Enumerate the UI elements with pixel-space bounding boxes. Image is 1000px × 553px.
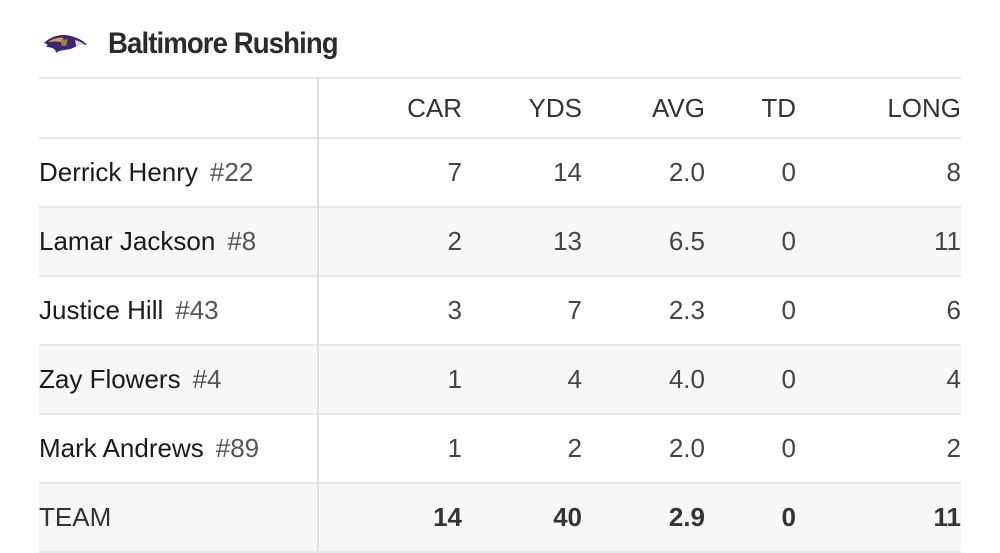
- table-row: Mark Andrews #89 1 2 2.0 0 2: [39, 413, 961, 483]
- player-number: #4: [192, 364, 222, 394]
- stat-cell-avg: 2.0: [582, 413, 705, 483]
- stat-cell-td: 0: [705, 137, 796, 207]
- stat-cell-long: 11: [796, 206, 961, 276]
- stat-cell-yds: 14: [462, 137, 582, 207]
- player-cell: Derrick Henry #22: [39, 137, 319, 207]
- stat-cell-yds: 13: [462, 206, 582, 276]
- player-number: #43: [175, 295, 219, 325]
- column-header-long[interactable]: LONG: [796, 77, 961, 138]
- stat-cell-car: 3: [318, 275, 462, 345]
- stat-cell-avg: 4.0: [582, 344, 705, 414]
- stat-cell-long: 2: [796, 413, 961, 483]
- stat-cell-long: 6: [796, 275, 961, 345]
- stat-cell-avg: 6.5: [582, 206, 705, 276]
- team-stat-td: 0: [705, 482, 796, 553]
- stat-cell-long: 4: [796, 344, 961, 414]
- stat-cell-yds: 7: [462, 275, 582, 345]
- column-header-car[interactable]: CAR: [318, 77, 462, 138]
- team-stat-car: 14: [318, 482, 462, 553]
- table-row: Justice Hill #43 3 7 2.3 0 6: [39, 275, 961, 345]
- player-cell: Lamar Jackson #8: [39, 206, 319, 276]
- player-cell: Mark Andrews #89: [39, 413, 319, 483]
- stat-cell-yds: 4: [462, 344, 582, 414]
- stat-cell-yds: 2: [462, 413, 582, 483]
- player-name-link[interactable]: Mark Andrews: [39, 433, 204, 463]
- stat-cell-avg: 2.0: [582, 137, 705, 207]
- column-header-avg[interactable]: AVG: [582, 77, 705, 138]
- stat-cell-long: 8: [796, 137, 961, 207]
- section-header: Baltimore Rushing: [42, 22, 358, 66]
- team-stat-avg: 2.9: [582, 482, 705, 553]
- table-row: Lamar Jackson #8 2 13 6.5 0 11: [39, 206, 961, 276]
- player-number: #89: [215, 433, 260, 463]
- column-header-td[interactable]: TD: [705, 77, 796, 138]
- stat-cell-car: 1: [318, 344, 462, 414]
- table-row: Derrick Henry #22 7 14 2.0 0 8: [39, 137, 961, 207]
- player-name-link[interactable]: Derrick Henry: [39, 157, 198, 187]
- stat-cell-td: 0: [705, 206, 796, 276]
- stat-cell-car: 1: [318, 413, 462, 483]
- team-total-row: TEAM 14 40 2.9 0 11: [39, 482, 961, 553]
- table-header-row: CAR YDS AVG TD LONG: [39, 77, 961, 138]
- player-column-header: [39, 77, 319, 138]
- team-stat-yds: 40: [462, 482, 582, 553]
- team-label: TEAM: [39, 482, 319, 553]
- player-number: #22: [209, 157, 254, 187]
- stat-cell-td: 0: [705, 413, 796, 483]
- stat-cell-avg: 2.3: [582, 275, 705, 345]
- rushing-stats-table: CAR YDS AVG TD LONG Derrick Henry #22 7 14 2…: [39, 77, 961, 553]
- section-title: Baltimore Rushing: [108, 27, 339, 60]
- stat-cell-car: 7: [318, 137, 462, 207]
- stat-cell-td: 0: [705, 275, 796, 345]
- player-name-link[interactable]: Zay Flowers: [39, 364, 181, 394]
- player-cell: Zay Flowers #4: [39, 344, 319, 414]
- ravens-logo-icon: [44, 35, 87, 53]
- stat-cell-td: 0: [705, 344, 796, 414]
- player-number: #8: [227, 226, 257, 256]
- table-row: Zay Flowers #4 1 4 4.0 0 4: [39, 344, 961, 414]
- player-cell: Justice Hill #43: [39, 275, 319, 345]
- team-stat-long: 11: [796, 482, 961, 553]
- column-header-yds[interactable]: YDS: [462, 77, 582, 138]
- player-name-link[interactable]: Lamar Jackson: [39, 226, 216, 256]
- stat-cell-car: 2: [318, 206, 462, 276]
- player-name-link[interactable]: Justice Hill: [39, 295, 164, 325]
